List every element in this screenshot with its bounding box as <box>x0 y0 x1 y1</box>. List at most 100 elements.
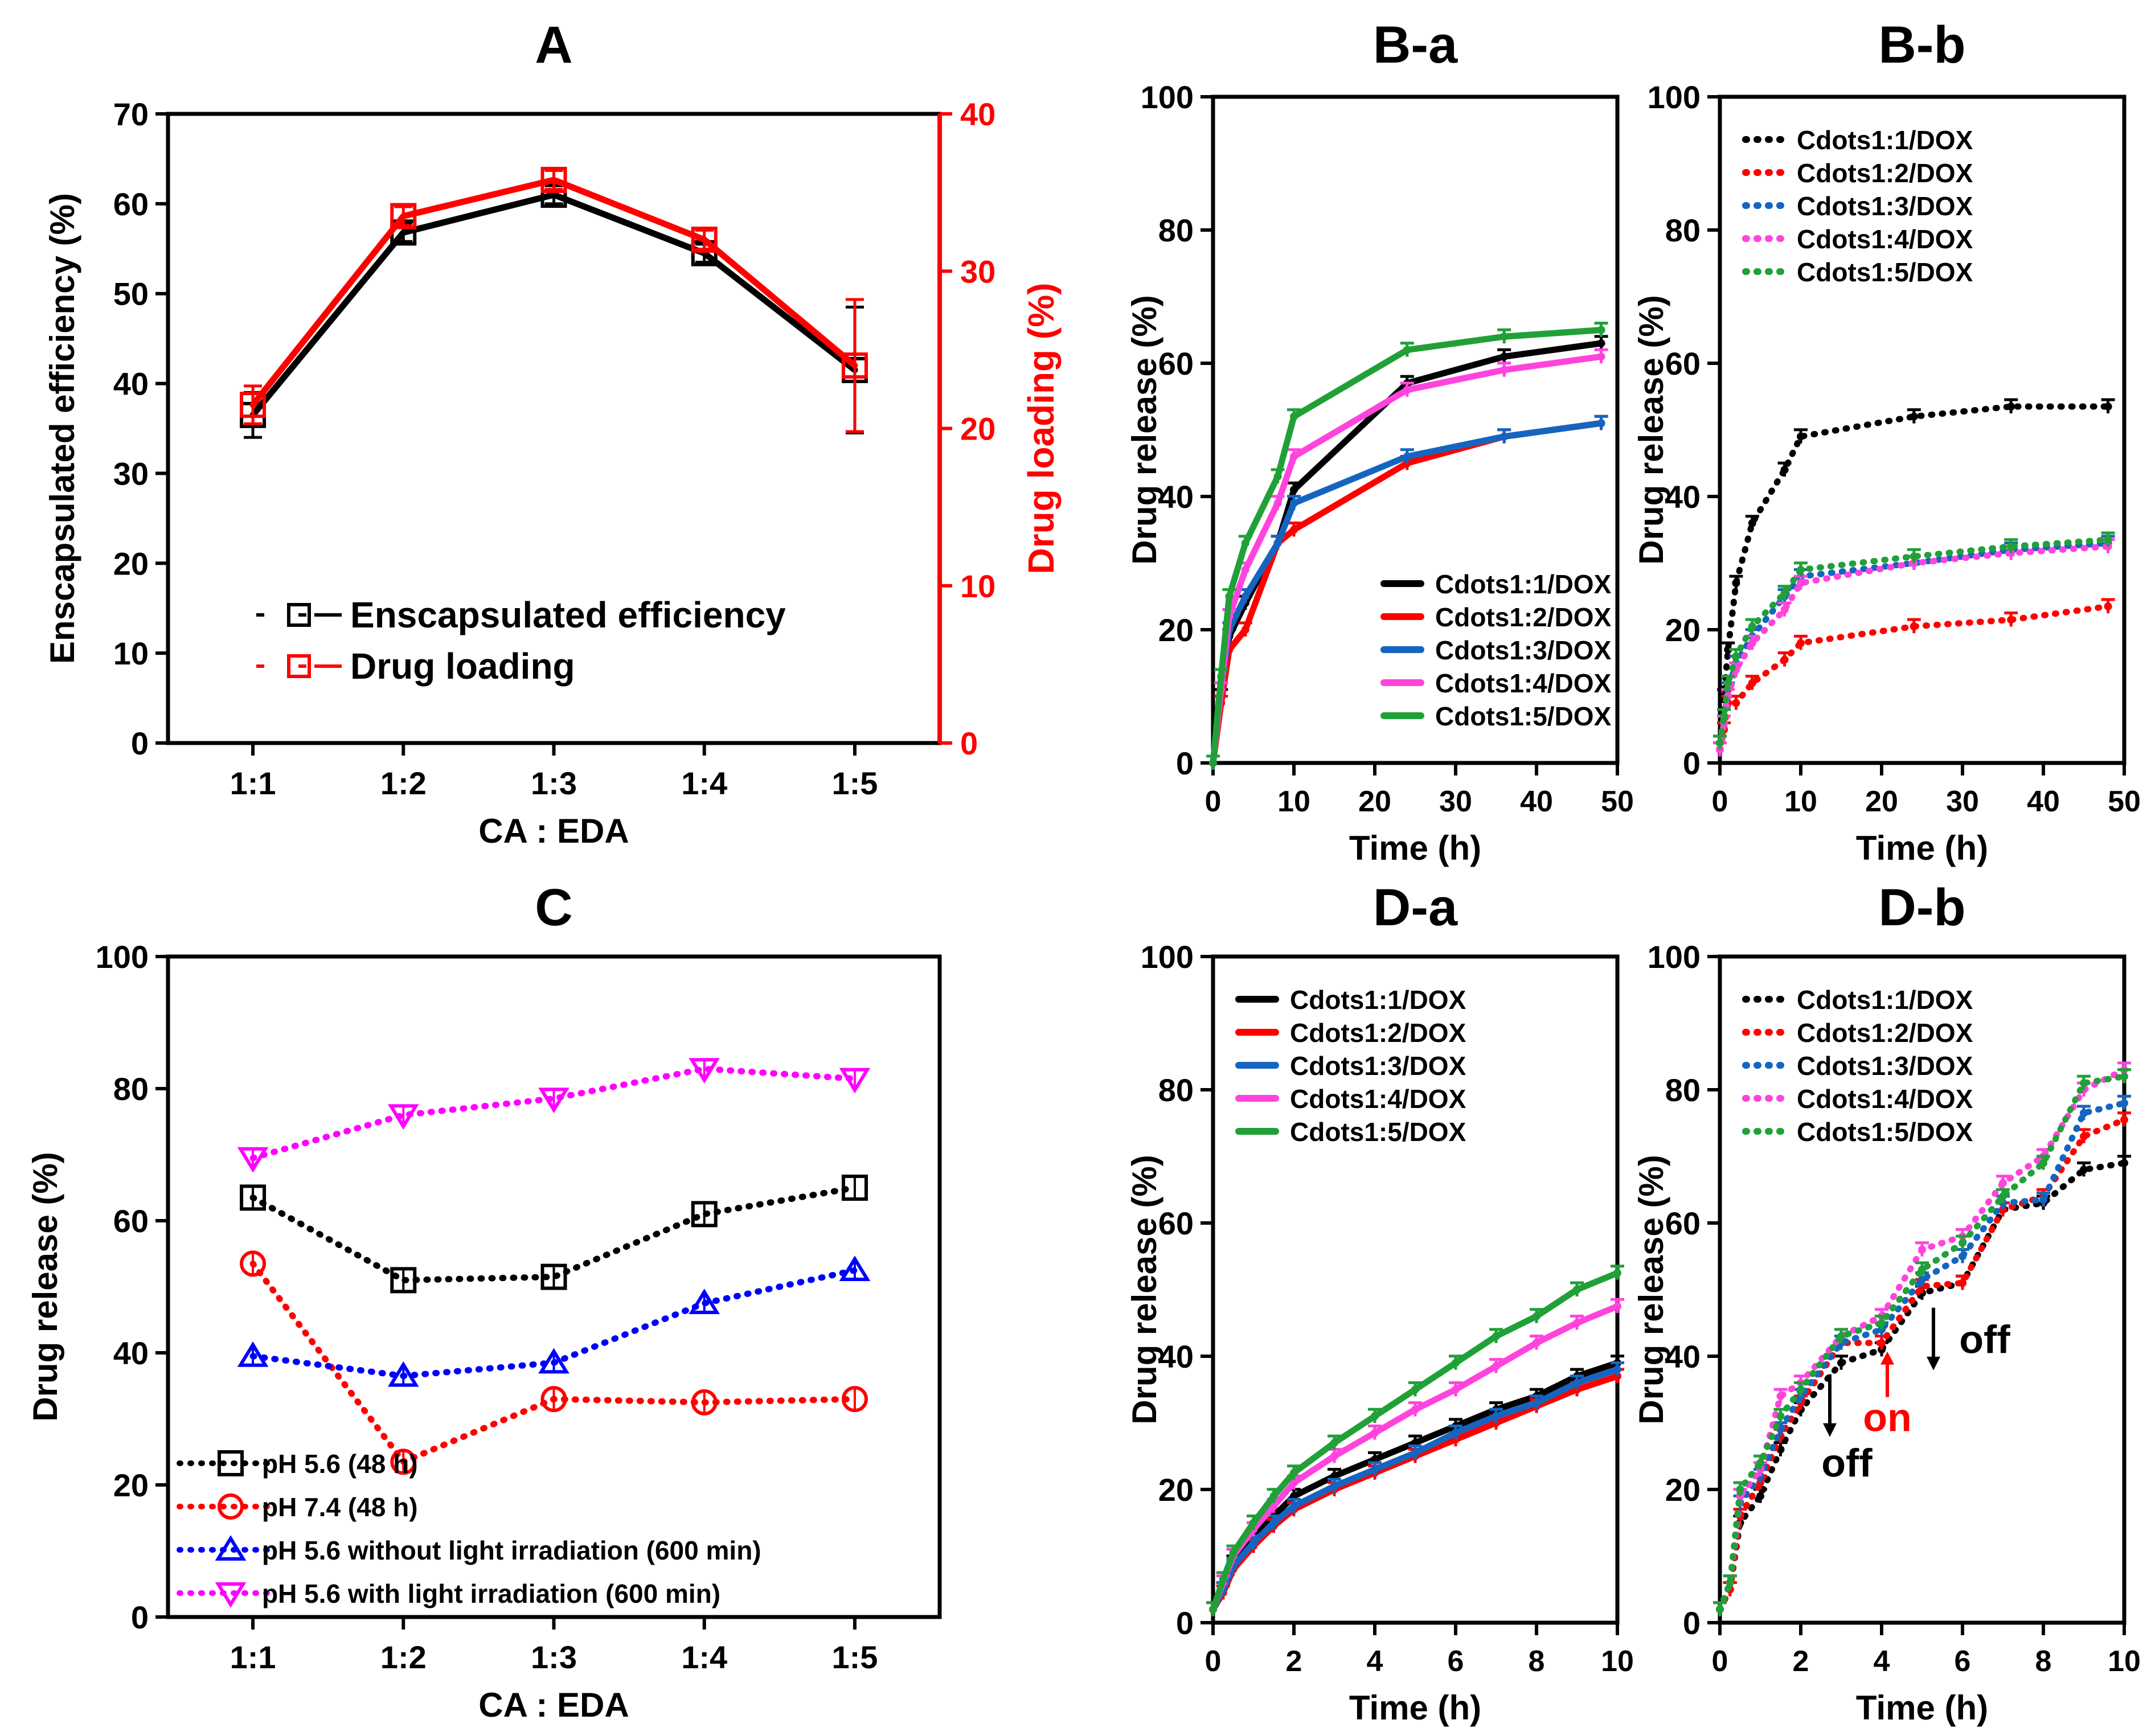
legend-label: pH 7.4 (48 h) <box>262 1492 418 1522</box>
data-point <box>1597 326 1605 334</box>
annotation-arrowhead <box>1927 1356 1940 1370</box>
legend-label: Enscapsulated efficiency <box>350 594 786 635</box>
data-point <box>2007 542 2015 551</box>
data-point <box>2104 403 2112 411</box>
data-point <box>390 1267 417 1294</box>
legend: Cdots1:1/DOXCdots1:2/DOXCdots1:3/DOXCdot… <box>1235 985 1466 1147</box>
data-point <box>1797 639 1805 647</box>
legend-label: pH 5.6 without light irradiation (600 mi… <box>262 1536 761 1565</box>
y-axis-label: Drug release (%) <box>1632 295 1670 565</box>
series-line <box>1716 543 2112 753</box>
data-point <box>1597 352 1605 361</box>
legend-label: Cdots1:4/DOX <box>1435 668 1612 698</box>
y-tick-label: 20 <box>1665 1472 1701 1508</box>
data-point <box>1290 499 1298 507</box>
data-point <box>1573 1286 1581 1294</box>
data-point <box>1500 366 1509 374</box>
data-point <box>1878 1319 1886 1327</box>
legend-label: Cdots1:5/DOX <box>1290 1117 1466 1147</box>
data-point <box>1724 679 1732 687</box>
y-tick-label: 0 <box>131 725 149 761</box>
x-tick-label: 1:3 <box>531 765 577 801</box>
y-tick-label: 0 <box>1683 745 1701 781</box>
y-tick-label: 10 <box>113 635 149 671</box>
panel-D-a: D-a 0 20 40 60 80 100 0 2 4 6 8 10 Time (h) Drug relea… <box>1125 879 1634 1727</box>
legend-label: Cdots1:3/DOX <box>1435 635 1612 665</box>
x-tick-label: 1:1 <box>230 765 276 801</box>
legend-label: Cdots1:3/DOX <box>1797 1051 1973 1081</box>
x-tick-label: 1:5 <box>831 765 878 801</box>
data-point <box>1330 1452 1338 1460</box>
series-cdots1-4-dox <box>1713 538 2115 757</box>
data-point <box>1229 1549 1238 1557</box>
data-point <box>1597 419 1605 428</box>
x-tick-label: 4 <box>1874 1645 1890 1678</box>
legend: Cdots1:1/DOXCdots1:2/DOXCdots1:3/DOXCdot… <box>1380 569 1612 731</box>
x-tick-label: 1:4 <box>681 1639 727 1675</box>
series-line <box>1716 1099 2128 1613</box>
legend: pH 5.6 (48 h) pH 7.4 (48 h) pH 5.6 without… <box>177 1449 761 1608</box>
x-axis-label: Time (h) <box>1856 1689 1988 1727</box>
legend-label: Cdots1:2/DOX <box>1290 1018 1466 1048</box>
data-point <box>1209 1605 1217 1614</box>
y-axis-label: Drug release (%) <box>1125 295 1163 565</box>
data-point <box>1780 655 1789 664</box>
data-point <box>1411 1385 1419 1394</box>
data-point <box>1290 412 1298 421</box>
series-line <box>1716 540 2112 753</box>
y-tick-label: 80 <box>113 1071 149 1107</box>
data-point <box>1797 1385 1805 1394</box>
data-point <box>1249 1519 1257 1527</box>
data-point <box>1269 1492 1278 1500</box>
legend-label: Cdots1:1/DOX <box>1435 569 1612 599</box>
data-point <box>2104 536 2112 544</box>
y-tick-label: 40 <box>113 366 149 402</box>
panel-title: D-b <box>1878 879 1965 937</box>
data-point <box>1736 1485 1744 1493</box>
x-axis-label: Time (h) <box>1856 829 1988 867</box>
y-tick-label: 100 <box>96 939 149 975</box>
data-point <box>1225 592 1234 601</box>
x-tick-label: 8 <box>2035 1645 2052 1678</box>
series-ph-5-6-48-h- <box>240 1175 868 1294</box>
data-point <box>2104 602 2112 611</box>
data-point <box>540 1386 567 1413</box>
series-cdots1-5-dox <box>1713 531 2115 750</box>
data-point <box>1732 699 1740 707</box>
x-tick-label: 6 <box>1448 1645 1464 1678</box>
x-tick-label: 1:2 <box>380 765 427 801</box>
x-tick-label: 30 <box>1439 785 1472 818</box>
y-tick-label: 60 <box>113 1203 149 1239</box>
data-point <box>1330 1439 1338 1447</box>
data-point <box>390 203 417 229</box>
x-tick-label: 1:4 <box>681 765 727 801</box>
data-point <box>1290 1502 1298 1511</box>
data-point <box>1290 1479 1298 1487</box>
y-tick-label: 100 <box>1648 79 1701 115</box>
y-tick-label: 20 <box>1158 612 1194 648</box>
y-tick-label: 40 <box>1158 479 1194 515</box>
data-point <box>1878 1339 1886 1347</box>
x-tick-label: 30 <box>1946 785 1979 818</box>
data-point <box>240 1250 267 1277</box>
data-point <box>2120 1159 2128 1167</box>
series-ph-5-6-without-light-irradiation-600-min- <box>237 1255 871 1387</box>
panel-A: A 0 10 20 30 40 50 60 70 0 10 20 30 40 1:1 1:2 1:3 1:4 1:5… <box>43 16 1062 850</box>
data-point <box>1780 605 1789 614</box>
legend-label: Cdots1:5/DOX <box>1435 701 1612 731</box>
data-point <box>841 352 868 379</box>
data-point <box>1720 712 1728 721</box>
x-tick-label: 1:3 <box>531 1639 577 1675</box>
series-line <box>1716 1160 2128 1613</box>
x-axis-label: CA : EDA <box>478 1686 629 1724</box>
data-point <box>1249 1538 1257 1547</box>
series-ph-5-6-with-light-irradiation-600-min- <box>237 1058 871 1173</box>
data-point <box>691 1389 718 1415</box>
data-point <box>1241 592 1249 601</box>
data-point <box>1748 519 1756 527</box>
y-tick-label: 0 <box>1176 745 1194 781</box>
series-line <box>1210 1270 1621 1613</box>
data-point <box>1500 432 1509 441</box>
x-axis-label: CA : EDA <box>478 812 629 850</box>
